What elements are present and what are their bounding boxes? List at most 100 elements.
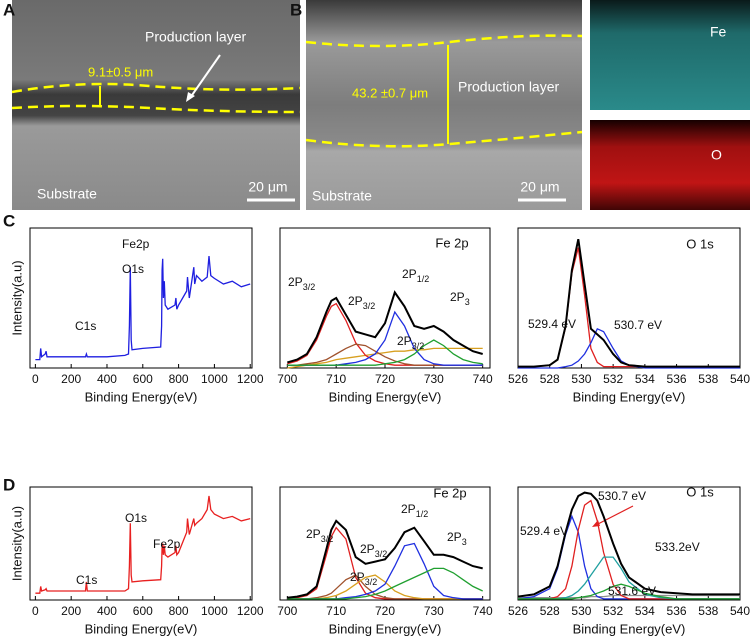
annotation-text: O1s (122, 262, 144, 276)
scale-label: 20 μm (248, 179, 287, 195)
x-tick-label: 740 (473, 372, 493, 386)
annotation-subscript: 3/2 (365, 577, 378, 587)
annotation-text: 2P (402, 267, 417, 281)
annotation-subscript: 3/2 (375, 549, 388, 559)
annotation-text: 2P (348, 294, 363, 308)
annotation: O1s (125, 511, 147, 525)
annotation: 533.2eV (655, 540, 700, 554)
spectrum-line (518, 594, 740, 599)
annotation-text: 533.2eV (655, 540, 700, 554)
spectrum-line (287, 290, 483, 364)
x-tick-label: 534 (635, 604, 655, 618)
x-tick-label: 730 (424, 372, 444, 386)
spectrum-line (517, 491, 740, 598)
layer-boundary (11, 104, 301, 114)
x-tick-label: 532 (603, 372, 623, 386)
annotation: 2P3 (450, 290, 470, 307)
panel-label: B (290, 0, 302, 19)
fe-map (590, 0, 750, 110)
spectrum-line (287, 339, 483, 366)
annotation: O1s (122, 262, 144, 276)
x-tick-label: 538 (698, 372, 718, 386)
scale-label: 20 μm (520, 179, 559, 195)
x-tick-label: 1200 (237, 604, 264, 618)
layer-boundary (305, 34, 583, 48)
annotation: 529.4 eV (528, 317, 576, 331)
x-tick-label: 526 (508, 372, 528, 386)
x-tick-label: 730 (424, 604, 444, 618)
x-tick-label: 200 (61, 604, 81, 618)
plot-title: Fe 2p (435, 235, 468, 250)
substrate-label: Substrate (312, 188, 372, 204)
plot-frame (29, 227, 253, 369)
x-tick-label: 540 (730, 604, 750, 618)
annotation: C1s (75, 319, 96, 333)
annotation: 2P3/2 (350, 570, 377, 587)
layer-label: Production layer (145, 29, 247, 45)
x-tick-label: 0 (32, 372, 39, 386)
spectrum-line (287, 519, 483, 599)
x-tick-label: 200 (61, 372, 81, 386)
x-tick-label: 530 (571, 604, 591, 618)
panel-label: C (3, 211, 15, 230)
annotation-text: 2P (288, 275, 303, 289)
x-tick-label: 710 (326, 372, 346, 386)
x-tick-label: 1200 (237, 372, 264, 386)
x-tick-label: 740 (473, 604, 493, 618)
annotation-text: 531.6 eV (608, 584, 656, 598)
x-tick-label: 600 (133, 372, 153, 386)
x-tick-label: 534 (635, 372, 655, 386)
annotation-text: C1s (75, 319, 96, 333)
annotation-text: Fe2p (122, 237, 150, 251)
x-tick-label: 700 (277, 372, 297, 386)
x-tick-label: 720 (375, 604, 395, 618)
annotation-text: 2P (306, 527, 321, 541)
arrow (189, 54, 221, 99)
x-tick-label: 526 (508, 604, 528, 618)
spectrum-line (518, 238, 740, 368)
annotation-text: 2P (401, 502, 416, 516)
annotation-subscript: 3/2 (303, 282, 316, 292)
spectrum-line (518, 583, 740, 600)
plot-frame (29, 486, 253, 601)
x-axis-label: Binding Energy(eV) (573, 621, 686, 636)
annotation-text: 530.7 eV (614, 318, 662, 332)
x-tick-label: 540 (730, 372, 750, 386)
y-axis-label: Intensity(a.u) (9, 260, 24, 335)
layer-boundary (11, 82, 301, 94)
x-tick-label: 0 (32, 604, 39, 618)
plot-title: O 1s (686, 236, 714, 251)
plot-title: Fe 2p (433, 485, 466, 500)
annotation-text: 2P (350, 570, 365, 584)
plot-title: O 1s (686, 484, 714, 499)
spectrum-line (35, 255, 251, 361)
panel-label: D (3, 475, 15, 494)
annotation-text: 2P (397, 334, 412, 348)
eds-maps: Fe O (590, 0, 750, 210)
annotation-subscript: 3 (462, 537, 467, 547)
annotation-subscript: 3/2 (321, 534, 334, 544)
annotation-subscript: 3 (465, 297, 470, 307)
x-tick-label: 538 (698, 604, 718, 618)
substrate-label: Substrate (37, 186, 97, 202)
chart: 700 710 720 730 740 Binding Energy(eV) Fe 2p 2P… (277, 485, 493, 636)
annotation-text: 2P (360, 542, 375, 556)
annotation-subscript: 1/2 (417, 274, 430, 284)
x-axis-label: Binding Energy(eV) (85, 621, 198, 636)
chart: 0 200 400 600 800 1000 1200 Binding Energy(eV) I… (9, 227, 264, 404)
x-axis-label: Binding Energy(eV) (329, 621, 442, 636)
plot-frame (517, 486, 741, 601)
eds-label: Fe (710, 24, 727, 40)
x-axis-label: Binding Energy(eV) (573, 389, 686, 404)
annotation-subscript: 3/2 (412, 341, 425, 351)
x-tick-label: 530 (571, 372, 591, 386)
annotation-text: C1s (76, 573, 97, 587)
x-tick-label: 532 (603, 604, 623, 618)
chart: 526 528 530 532 534 536 538 540 Binding Energy(e… (508, 227, 750, 404)
x-tick-label: 700 (277, 604, 297, 618)
annotation: 529.4 eV (520, 524, 568, 538)
layer-label: Production layer (458, 79, 560, 95)
thickness-label: 43.2 ±0.7 μm (352, 85, 428, 100)
annotation: Fe2p (153, 537, 181, 551)
